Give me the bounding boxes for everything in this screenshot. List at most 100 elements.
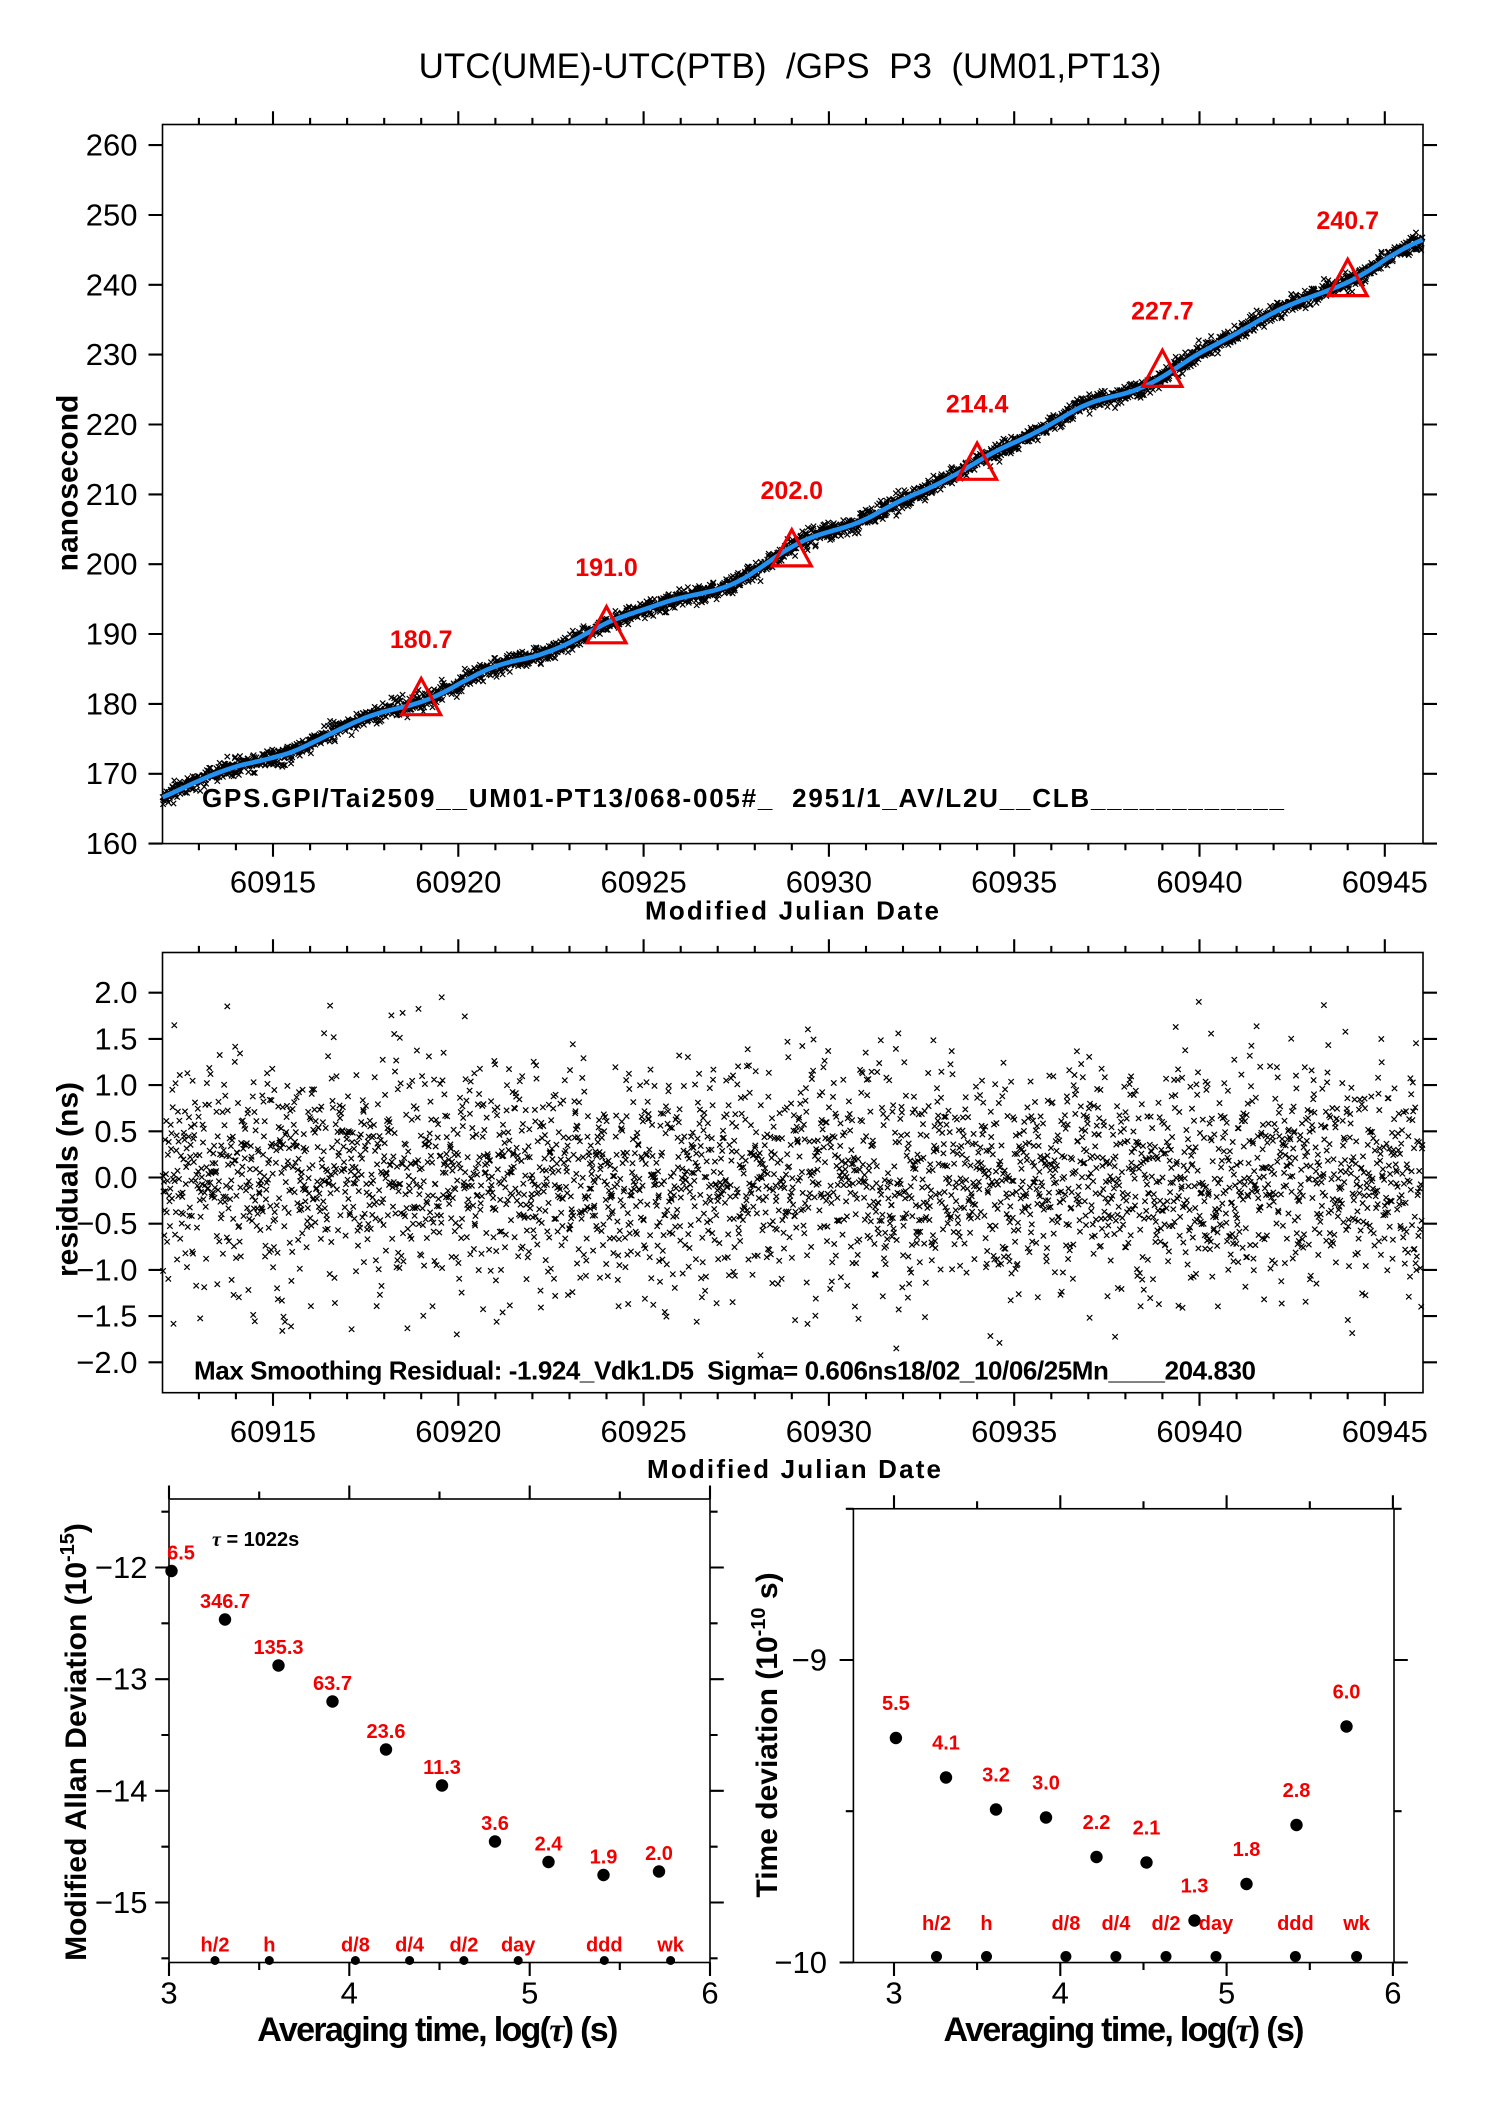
svg-text:260: 260: [86, 128, 138, 163]
svg-text:60935: 60935: [971, 865, 1057, 900]
svg-text:d/4: d/4: [1101, 1913, 1131, 1935]
svg-text:−15: −15: [95, 1885, 148, 1920]
svg-text:−2.0: −2.0: [76, 1345, 137, 1380]
svg-text:UTC(UME)-UTC(PTB) /GPS P3 (: UTC(UME)-UTC(PTB) /GPS P3 (UM01,PT13): [419, 47, 1162, 86]
svg-text:d/4: d/4: [395, 1935, 425, 1957]
svg-text:240.7: 240.7: [1316, 207, 1379, 235]
svg-text:−0.5: −0.5: [76, 1206, 137, 1241]
svg-text:250: 250: [86, 198, 138, 233]
svg-text:1.5: 1.5: [94, 1021, 137, 1056]
svg-text:2.4: 2.4: [535, 1834, 564, 1856]
svg-text:2.0: 2.0: [94, 975, 137, 1010]
svg-text:1.3: 1.3: [1181, 1876, 1209, 1898]
svg-text:60920: 60920: [415, 865, 501, 900]
svg-text:−12: −12: [95, 1550, 148, 1585]
svg-text:210: 210: [86, 477, 138, 512]
svg-text:5: 5: [521, 1976, 538, 2011]
svg-text:60915: 60915: [230, 1414, 316, 1449]
svg-text:60945: 60945: [1342, 865, 1428, 900]
svg-text:0.0: 0.0: [94, 1160, 137, 1195]
svg-text:Modified Julian Date: Modified Julian Date: [645, 895, 939, 925]
svg-text:−9: −9: [792, 1643, 827, 1678]
svg-text:63.7: 63.7: [313, 1673, 352, 1695]
svg-text:170: 170: [86, 756, 138, 791]
svg-text:60915: 60915: [230, 865, 316, 900]
svg-text:Averaging time, log(τ) (s): Averaging time, log(τ) (s): [944, 2011, 1305, 2049]
svg-text:d/8: d/8: [341, 1935, 370, 1957]
svg-text:160: 160: [86, 826, 138, 861]
svg-text:3.6: 3.6: [481, 1813, 509, 1835]
svg-text:60925: 60925: [600, 865, 686, 900]
svg-text:4: 4: [341, 1976, 358, 2011]
svg-text:4: 4: [1052, 1976, 1069, 2011]
svg-text:3.0: 3.0: [1032, 1773, 1060, 1795]
svg-text:180.7: 180.7: [390, 626, 453, 654]
svg-text:6: 6: [1384, 1976, 1401, 2011]
svg-text:d/2: d/2: [1152, 1913, 1181, 1935]
svg-text:d/8: d/8: [1051, 1913, 1080, 1935]
svg-text:h/2: h/2: [201, 1935, 230, 1957]
svg-text:h: h: [980, 1913, 992, 1935]
svg-text:190: 190: [86, 617, 138, 652]
svg-text:60940: 60940: [1156, 1414, 1242, 1449]
svg-text:346.7: 346.7: [200, 1591, 250, 1613]
svg-text:202.0: 202.0: [761, 477, 824, 505]
svg-text:2.0: 2.0: [645, 1843, 673, 1865]
svg-text:Averaging time, log(τ) (s): Averaging time, log(τ) (s): [257, 2011, 618, 2049]
svg-text:240: 240: [86, 267, 138, 302]
svg-text:3: 3: [160, 1976, 177, 2011]
svg-text:−10: −10: [774, 1945, 827, 1980]
svg-text:6.0: 6.0: [1333, 1682, 1361, 1704]
svg-text:60925: 60925: [600, 1414, 686, 1449]
svg-text:nanosecond: nanosecond: [52, 395, 85, 572]
svg-text:60930: 60930: [786, 865, 872, 900]
svg-text:5.5: 5.5: [882, 1693, 910, 1715]
svg-text:60920: 60920: [415, 1414, 501, 1449]
svg-text:135.3: 135.3: [253, 1637, 303, 1659]
svg-text:ddd: ddd: [1277, 1913, 1314, 1935]
svg-text:1.9: 1.9: [590, 1847, 618, 1869]
svg-text:214.4: 214.4: [946, 391, 1009, 419]
svg-text:−1.5: −1.5: [76, 1299, 137, 1334]
svg-text:day: day: [1199, 1913, 1234, 1935]
svg-text:Modified Julian Date: Modified Julian Date: [647, 1454, 941, 1484]
svg-text:Modified Allan Deviation (10-1: Modified Allan Deviation (10-15): [57, 1523, 93, 1961]
svg-text:180: 180: [86, 686, 138, 721]
svg-text:2.8: 2.8: [1283, 1780, 1311, 1802]
svg-text:wk: wk: [1342, 1913, 1371, 1935]
svg-text:191.0: 191.0: [575, 554, 638, 582]
svg-text:60940: 60940: [1156, 865, 1242, 900]
svg-text:ddd: ddd: [586, 1935, 623, 1957]
svg-text:3: 3: [885, 1976, 902, 2011]
svg-text:5: 5: [1218, 1976, 1235, 2011]
svg-text:−13: −13: [95, 1662, 148, 1697]
svg-text:0.5: 0.5: [94, 1114, 137, 1149]
svg-text:τ = 1022s: τ = 1022s: [212, 1529, 299, 1551]
svg-text:6: 6: [701, 1976, 718, 2011]
svg-text:GPS.GPI/Tai2509__UM01-PT13/068: GPS.GPI/Tai2509__UM01-PT13/068-005#_ 295…: [202, 783, 1285, 813]
svg-text:60930: 60930: [786, 1414, 872, 1449]
svg-text:Max Smoothing Residual: -1.924: Max Smoothing Residual: -1.924_Vdk1.D5 S…: [194, 1356, 1256, 1386]
svg-text:−14: −14: [95, 1773, 148, 1808]
svg-text:23.6: 23.6: [367, 1721, 406, 1743]
svg-text:1.0: 1.0: [94, 1068, 137, 1103]
svg-text:Time deviation (10-10 s): Time deviation (10-10 s): [748, 1572, 784, 1897]
svg-text:6.5: 6.5: [167, 1543, 195, 1565]
svg-text:h: h: [263, 1935, 275, 1957]
svg-text:4.1: 4.1: [932, 1733, 960, 1755]
svg-text:60935: 60935: [971, 1414, 1057, 1449]
svg-text:60945: 60945: [1342, 1414, 1428, 1449]
svg-text:227.7: 227.7: [1131, 298, 1194, 326]
svg-text:230: 230: [86, 337, 138, 372]
svg-text:200: 200: [86, 547, 138, 582]
svg-text:2.2: 2.2: [1083, 1812, 1111, 1834]
svg-text:220: 220: [86, 407, 138, 442]
svg-text:residuals (ns): residuals (ns): [52, 1082, 85, 1277]
svg-text:11.3: 11.3: [423, 1757, 461, 1779]
svg-text:day: day: [501, 1935, 536, 1957]
svg-text:−1.0: −1.0: [76, 1252, 137, 1287]
svg-text:2.1: 2.1: [1133, 1818, 1161, 1840]
svg-text:1.8: 1.8: [1233, 1839, 1261, 1861]
svg-text:wk: wk: [656, 1935, 685, 1957]
svg-text:h/2: h/2: [922, 1913, 951, 1935]
